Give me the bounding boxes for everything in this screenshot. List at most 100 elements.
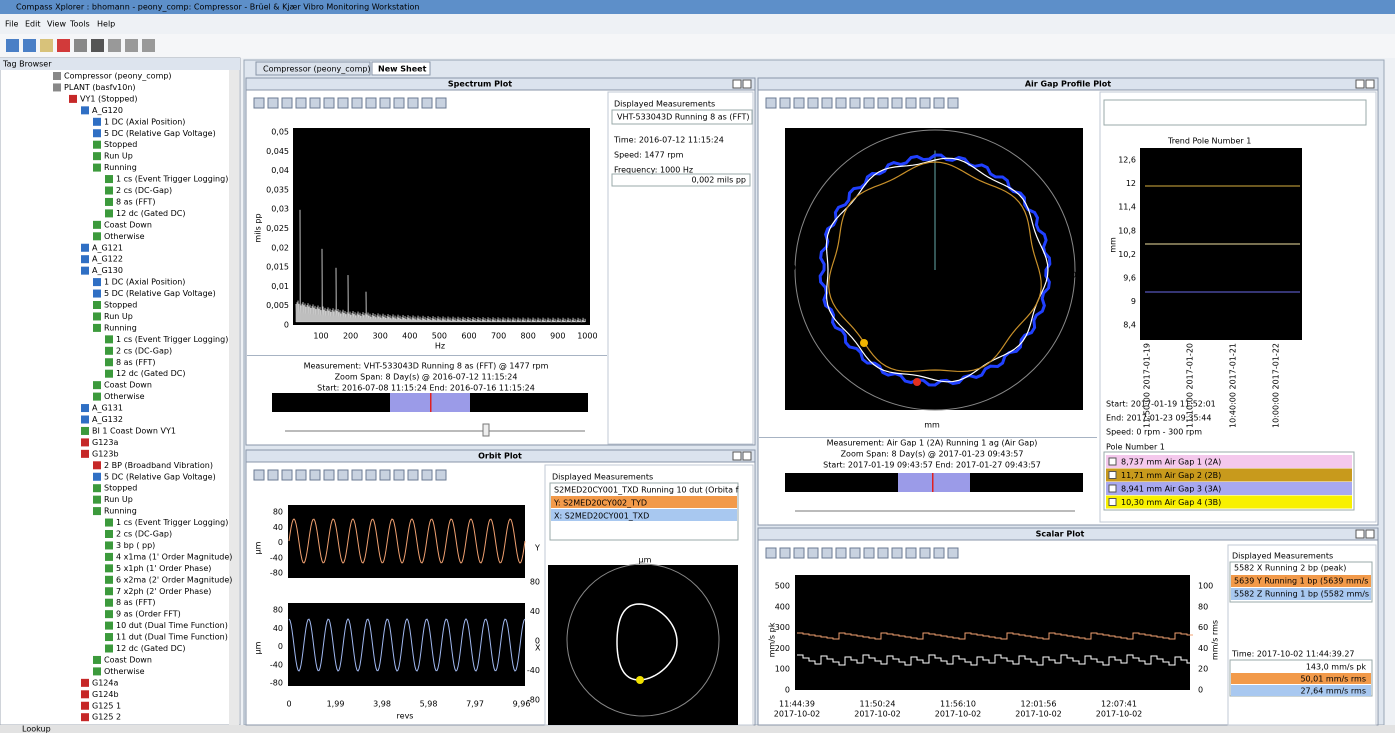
tree-item[interactable]: 6 x2ma (2' Order Magnitude) [116,575,232,584]
tree-item[interactable]: 4 x1ma (1' Order Magnitude) [116,552,232,561]
list-row[interactable]: 8,737 mm Air Gap 1 (2A) [1121,458,1221,467]
tree-item[interactable]: G123a [92,438,118,447]
tree-item[interactable]: Run Up [104,152,133,161]
tree-item[interactable]: Running [104,507,137,516]
tree-item[interactable]: Running [104,163,137,172]
tree-item[interactable]: Compressor (peony_comp) [64,72,172,81]
x-tick-label: 11:56:10 [940,700,976,709]
tree-item[interactable]: BI 1 Coast Down VY1 [92,426,176,435]
tree-item[interactable]: 5 x1ph (1' Order Phase) [116,564,211,573]
toolbar-button[interactable] [23,39,36,52]
tree-item[interactable]: 1 cs (Event Trigger Logging) [116,518,228,527]
tree-item[interactable]: G125 2 [92,713,121,722]
tree-item[interactable]: Coast Down [104,220,152,229]
tree-item[interactable]: G125 1 [92,701,121,710]
tree-item[interactable]: 2 BP (Broadband Vibration) [104,461,213,470]
tree-item[interactable]: 5 DC (Relative Gap Voltage) [104,289,216,298]
tree-item[interactable]: 12 dc (Gated DC) [116,209,186,218]
tree-item[interactable]: 8 as (FFT) [116,598,155,607]
toolbar-button[interactable] [142,39,155,52]
tree-item[interactable]: 7 x2ph (2' Order Phase) [116,587,211,596]
tree-item[interactable]: Stopped [104,140,137,149]
tree-item[interactable]: Otherwise [104,667,145,676]
tree-item[interactable]: G124b [92,690,119,699]
tree-item[interactable]: Running [104,323,137,332]
list-row[interactable]: 10,30 mm Air Gap 4 (3B) [1121,498,1221,507]
tree-item[interactable]: 2 cs (DC-Gap) [116,186,172,195]
tree-item[interactable]: G123b [92,449,119,458]
tab[interactable] [371,61,431,76]
checkbox[interactable] [1108,471,1117,479]
tab[interactable] [255,61,371,76]
toolbar-button[interactable] [57,39,70,52]
panel-header [757,527,1379,541]
toolbar-button[interactable] [74,39,87,52]
toolbar-button[interactable] [6,39,19,52]
checkbox[interactable] [1108,484,1117,493]
tree-item[interactable]: A_G122 [92,255,123,264]
scrollbar[interactable] [229,70,239,725]
tree-item[interactable]: 9 as (Order FFT) [116,610,181,619]
tab-label[interactable]: Compressor (peony_comp) [263,65,371,74]
tree-item[interactable]: Run Up [104,495,133,504]
list-row[interactable]: Y: S2MED20CY002_TYD [553,499,647,508]
tree-item[interactable]: 1 DC (Axial Position) [104,278,185,287]
menu-item[interactable]: View [47,20,66,29]
tree-item[interactable]: 11 dut (Dual Time Function) [116,633,228,642]
tree-item[interactable]: 10 dut (Dual Time Function) [116,621,228,630]
toolbar-button[interactable] [91,39,104,52]
list-row[interactable]: 5639 Y Running 1 bp (5639 mm/s [1234,577,1368,586]
tree-item[interactable]: A_G132 [92,415,123,424]
list-row[interactable]: 11,71 mm Air Gap 2 (2B) [1121,471,1221,480]
gap-trace [818,153,1052,387]
toolbar-button[interactable] [40,39,53,52]
checkbox[interactable] [1108,457,1117,466]
tree-item[interactable]: VY1 (Stopped) [80,94,138,103]
tree-item[interactable]: Otherwise [104,232,145,241]
tree-item[interactable]: Coast Down [104,655,152,664]
tree-item[interactable]: 1 cs (Event Trigger Logging) [116,175,228,184]
pole-label: 7 [849,177,854,186]
tree-item[interactable]: A_G120 [92,106,123,115]
tree-item[interactable]: 1 DC (Axial Position) [104,117,185,126]
tree-item[interactable]: 1 cs (Event Trigger Logging) [116,335,228,344]
tree-item[interactable]: Stopped [104,484,137,493]
tree-item[interactable]: Stopped [104,301,137,310]
scalar-trace [797,632,1193,640]
tree-item[interactable]: PLANT (basfv10n) [64,83,136,92]
menu-item[interactable]: Edit [25,20,41,29]
tree-item[interactable]: 12 dc (Gated DC) [116,644,186,653]
tree-item[interactable]: 8 as (FFT) [116,197,155,206]
menu-item[interactable]: Help [97,20,115,29]
toolbar-button[interactable] [125,39,138,52]
tree-item[interactable]: 12 dc (Gated DC) [116,369,186,378]
tree-item[interactable]: 2 cs (DC-Gap) [116,346,172,355]
tree-item[interactable]: 5 DC (Relative Gap Voltage) [104,129,216,138]
tree-item[interactable]: A_G131 [92,404,123,413]
tree-item[interactable]: A_G121 [92,243,123,252]
list-row[interactable]: S2MED20CY001_TXD Running 10 dut (Orbita … [554,486,739,495]
tree-item[interactable]: 5 DC (Relative Gap Voltage) [104,472,216,481]
menu-item[interactable]: Tools [69,20,90,29]
list-row[interactable]: 5582 X Running 2 bp (peak) [1234,564,1346,573]
tree-item[interactable]: 3 bp ( pp) [116,541,155,550]
window-title: Compass Xplorer : bhomann - peony_comp: … [16,3,419,12]
axis-label: µm [254,641,263,654]
tree-item[interactable]: A_G130 [92,266,123,275]
list-row[interactable]: 8,941 mm Air Gap 3 (3A) [1121,485,1221,494]
menu-item[interactable]: File [5,20,18,29]
tree-item[interactable]: Otherwise [104,392,145,401]
tree-item[interactable]: G124a [92,678,118,687]
tree-item[interactable]: 8 as (FFT) [116,358,155,367]
tool-icon [905,97,917,109]
tree-item[interactable]: Coast Down [104,381,152,390]
list-row[interactable]: X: S2MED20CY001_TXD [554,512,649,521]
checkbox[interactable] [1108,498,1117,506]
tree-item[interactable]: 2 cs (DC-Gap) [116,530,172,539]
toolbar-button[interactable] [108,39,121,52]
section-title: Pole Number 1 [1106,443,1165,452]
slider-thumb[interactable] [482,423,490,437]
list-row[interactable]: 5582 Z Running 1 bp (5582 mm/s [1234,590,1369,599]
tab-label[interactable]: New Sheet [378,65,427,74]
tree-item[interactable]: Run Up [104,312,133,321]
